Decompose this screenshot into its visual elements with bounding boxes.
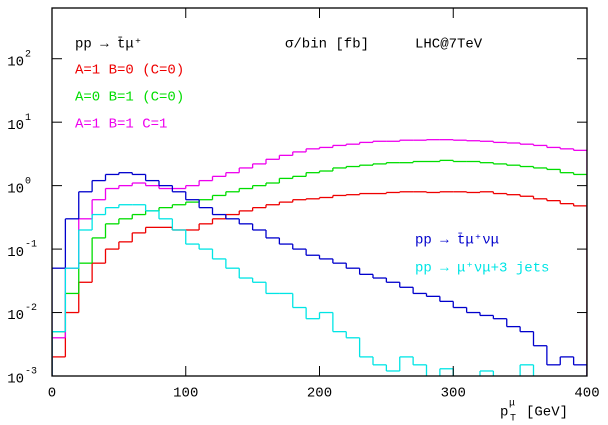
- x-tick-label: 100: [173, 386, 198, 402]
- y-tick-exponent: 0: [25, 176, 31, 187]
- legend-label: pp → μ⁺νμ+3 jets: [415, 261, 549, 277]
- legend-label: A=0 B=1 (C=0): [75, 90, 184, 106]
- plot-area: [52, 139, 587, 376]
- x-tick-label: 200: [307, 386, 332, 402]
- y-tick-exponent: -3: [25, 367, 37, 378]
- x-label-sub: T: [510, 414, 516, 425]
- step-riser: [52, 191, 587, 376]
- step-riser: [52, 172, 587, 376]
- y-tick-label: 10: [7, 372, 24, 388]
- x-label-sup: μ: [509, 399, 515, 410]
- x-label-base: p: [500, 405, 508, 421]
- y-tick-label: 10: [7, 54, 24, 70]
- x-tick-label: 0: [48, 386, 56, 402]
- x-tick-label: 400: [574, 386, 599, 402]
- legend-label: A=1 B=0 (C=0): [75, 63, 184, 79]
- annotation: LHC@7TeV: [415, 37, 483, 53]
- x-label-rest: [GeV]: [526, 405, 568, 421]
- y-tick-exponent: -2: [25, 303, 37, 314]
- x-tick-label: 300: [441, 386, 466, 402]
- y-tick-label: 10: [7, 308, 24, 324]
- legend-label: pp → t̄μ⁺νμ: [415, 232, 499, 249]
- annotation: pp → t̄μ⁺: [75, 36, 142, 53]
- y-tick-label: 10: [7, 245, 24, 261]
- y-tick-exponent: 1: [25, 113, 31, 124]
- y-tick-exponent: -1: [25, 240, 37, 251]
- y-tick-label: 10: [7, 181, 24, 197]
- legend-label: A=1 B=1 C=1: [75, 117, 167, 133]
- annotation: σ/bin [fb]: [285, 37, 369, 53]
- y-tick-exponent: 2: [25, 49, 31, 60]
- y-tick-label: 10: [7, 118, 24, 134]
